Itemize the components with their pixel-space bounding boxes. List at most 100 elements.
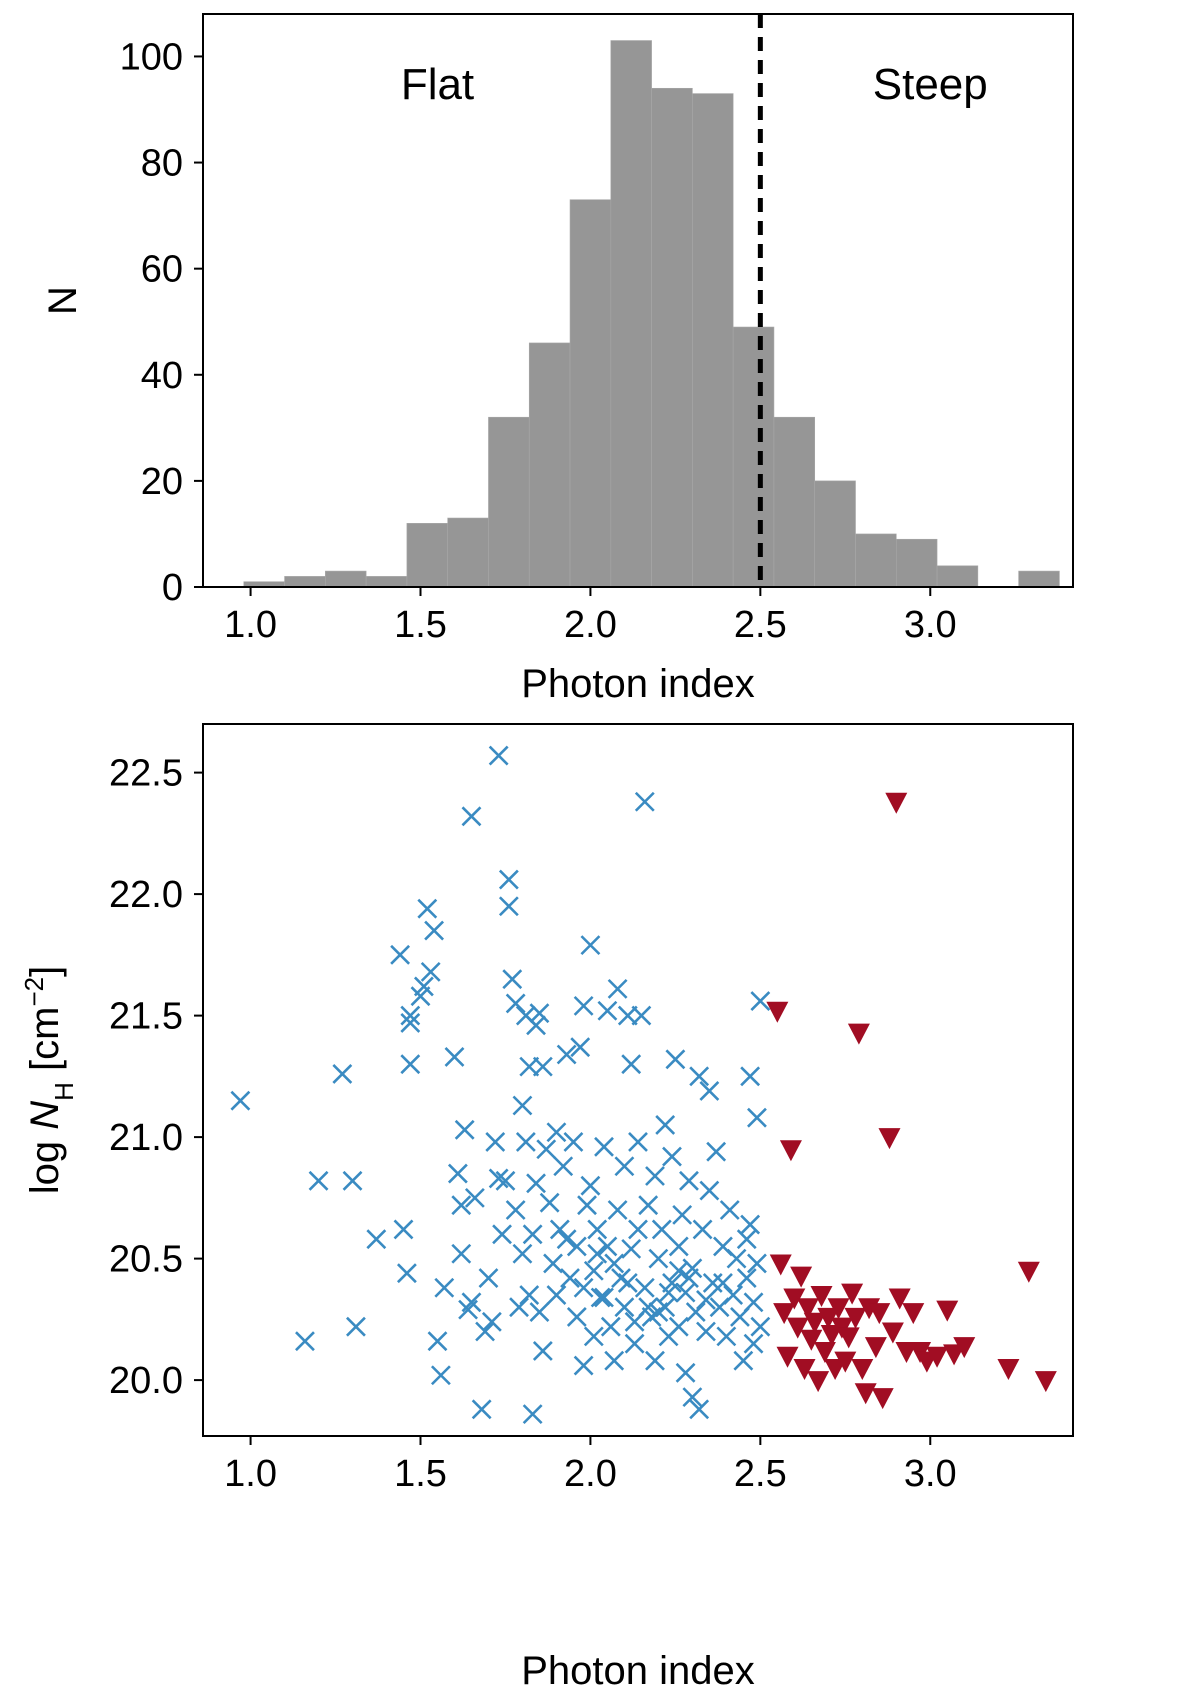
- steep-point-9: [796, 1298, 819, 1320]
- flat-point-70: [566, 1236, 587, 1257]
- flat-point-153: [604, 1253, 625, 1274]
- scatter-panel: 1.0 1.5 2.0 2.5 3.0 20.0 20.5 21.0 21.5 22.0 22.5…: [19, 723, 1074, 1693]
- histogram-y-ticks: 0 20 40 60 80 100: [120, 36, 203, 609]
- flat-point-82: [594, 1136, 614, 1157]
- flat-point-29: [464, 1187, 485, 1208]
- flat-point-41: [502, 969, 523, 990]
- steep-point-41: [943, 1344, 966, 1366]
- flat-point-51: [522, 1404, 543, 1425]
- histogram-bar-6: [488, 416, 530, 588]
- flat-point-17: [424, 920, 445, 941]
- steep-point-33: [885, 792, 908, 814]
- histogram-x-axis-label: Photon index: [521, 662, 755, 706]
- flat-point-76: [580, 935, 601, 956]
- flat-point-19: [430, 1365, 451, 1386]
- flat-point-133: [719, 1200, 740, 1220]
- flat-point-101: [638, 1195, 659, 1216]
- flat-point-104: [645, 1350, 665, 1371]
- flat-point-34: [485, 1132, 506, 1152]
- flat-point-3: [332, 1064, 353, 1084]
- flat-point-11: [400, 1012, 421, 1033]
- histogram-bar-14: [814, 480, 856, 588]
- flat-point-144: [747, 1107, 767, 1128]
- flat-point-9: [396, 1263, 417, 1284]
- histogram-y-axis-label: N: [41, 286, 85, 315]
- steep-annotation: Steep: [873, 60, 988, 109]
- flat-point-96: [628, 1219, 648, 1240]
- flat-point-127: [699, 1081, 720, 1101]
- steep-point-22: [841, 1283, 864, 1305]
- steep-point-7: [790, 1266, 813, 1288]
- histogram-y-tick-label-4: 80: [141, 143, 183, 185]
- flat-point-79: [583, 1326, 604, 1347]
- flat-point-35: [488, 745, 509, 766]
- flat-point-53: [526, 1015, 546, 1036]
- flat-point-141: [743, 1292, 764, 1313]
- ylabel-superscript: −2: [19, 977, 49, 1007]
- scatter-y-tick-label-3: 21.5: [109, 996, 183, 1038]
- flat-point-14: [413, 976, 434, 997]
- flat-series-markers: [230, 745, 771, 1425]
- flat-point-4: [342, 1170, 363, 1191]
- flat-point-59: [536, 1139, 557, 1160]
- flat-point-106: [651, 1219, 672, 1240]
- flat-point-1: [295, 1331, 315, 1352]
- flat-point-86: [604, 1350, 625, 1371]
- flat-point-139: [740, 1066, 761, 1087]
- steep-point-31: [878, 1128, 901, 1150]
- flat-point-24: [451, 1243, 472, 1264]
- steep-point-34: [888, 1288, 911, 1310]
- steep-point-18: [827, 1298, 850, 1320]
- flat-point-126: [699, 1180, 720, 1201]
- steep-point-15: [817, 1307, 840, 1329]
- steep-point-5: [783, 1288, 806, 1310]
- flat-point-137: [733, 1350, 754, 1371]
- flat-point-146: [750, 1316, 771, 1337]
- flat-point-43: [505, 1200, 526, 1220]
- flat-point-135: [726, 1248, 747, 1269]
- steep-point-3: [776, 1346, 799, 1368]
- steep-series-markers: [766, 792, 1057, 1410]
- flat-point-157: [573, 1277, 594, 1298]
- flat-point-159: [696, 1290, 716, 1310]
- flat-point-160: [713, 1272, 733, 1293]
- flat-point-121: [685, 1302, 706, 1322]
- steep-point-6: [786, 1317, 809, 1339]
- flat-point-6: [366, 1229, 387, 1250]
- flat-point-50: [519, 1285, 540, 1305]
- scatter-y-tick-label-0: 20.0: [109, 1360, 183, 1402]
- flat-point-103: [645, 1166, 665, 1186]
- histogram-y-tick-label-3: 60: [141, 249, 183, 291]
- flat-point-85: [600, 1316, 621, 1337]
- steep-point-43: [997, 1358, 1020, 1380]
- flat-point-81: [590, 1287, 611, 1308]
- histogram-x-tick-label-1: 1.5: [394, 604, 447, 646]
- histogram-bar-5: [447, 517, 489, 588]
- flat-point-25: [454, 1119, 475, 1140]
- histogram-y-tick-label-1: 20: [141, 461, 183, 503]
- flat-point-10: [400, 1005, 421, 1026]
- flat-point-8: [393, 1219, 414, 1240]
- steep-point-29: [868, 1303, 891, 1325]
- steep-point-0: [766, 1001, 789, 1023]
- steep-point-40: [936, 1300, 959, 1322]
- steep-point-24: [847, 1023, 870, 1045]
- flat-point-66: [556, 1229, 577, 1250]
- flat-point-61: [543, 1253, 563, 1274]
- flat-point-118: [679, 1170, 699, 1191]
- flat-point-36: [488, 1168, 509, 1189]
- flat-point-38: [495, 1170, 516, 1191]
- histogram-x-tick-label-0: 1.0: [224, 604, 277, 646]
- flat-point-44: [509, 1297, 529, 1318]
- histogram-x-tick-label-2: 2.0: [564, 604, 617, 646]
- flat-point-18: [427, 1331, 448, 1352]
- flat-point-99: [634, 1277, 655, 1298]
- scatter-plot-frame: [202, 723, 1074, 1437]
- steep-point-26: [854, 1383, 877, 1405]
- flat-point-112: [665, 1049, 686, 1070]
- steep-point-36: [902, 1303, 925, 1325]
- flat-point-90: [614, 1156, 635, 1177]
- steep-point-13: [810, 1286, 833, 1308]
- ylabel-prefix: log: [23, 1130, 67, 1195]
- histogram-x-ticks: 1.0 1.5 2.0 2.5 3.0: [224, 587, 957, 646]
